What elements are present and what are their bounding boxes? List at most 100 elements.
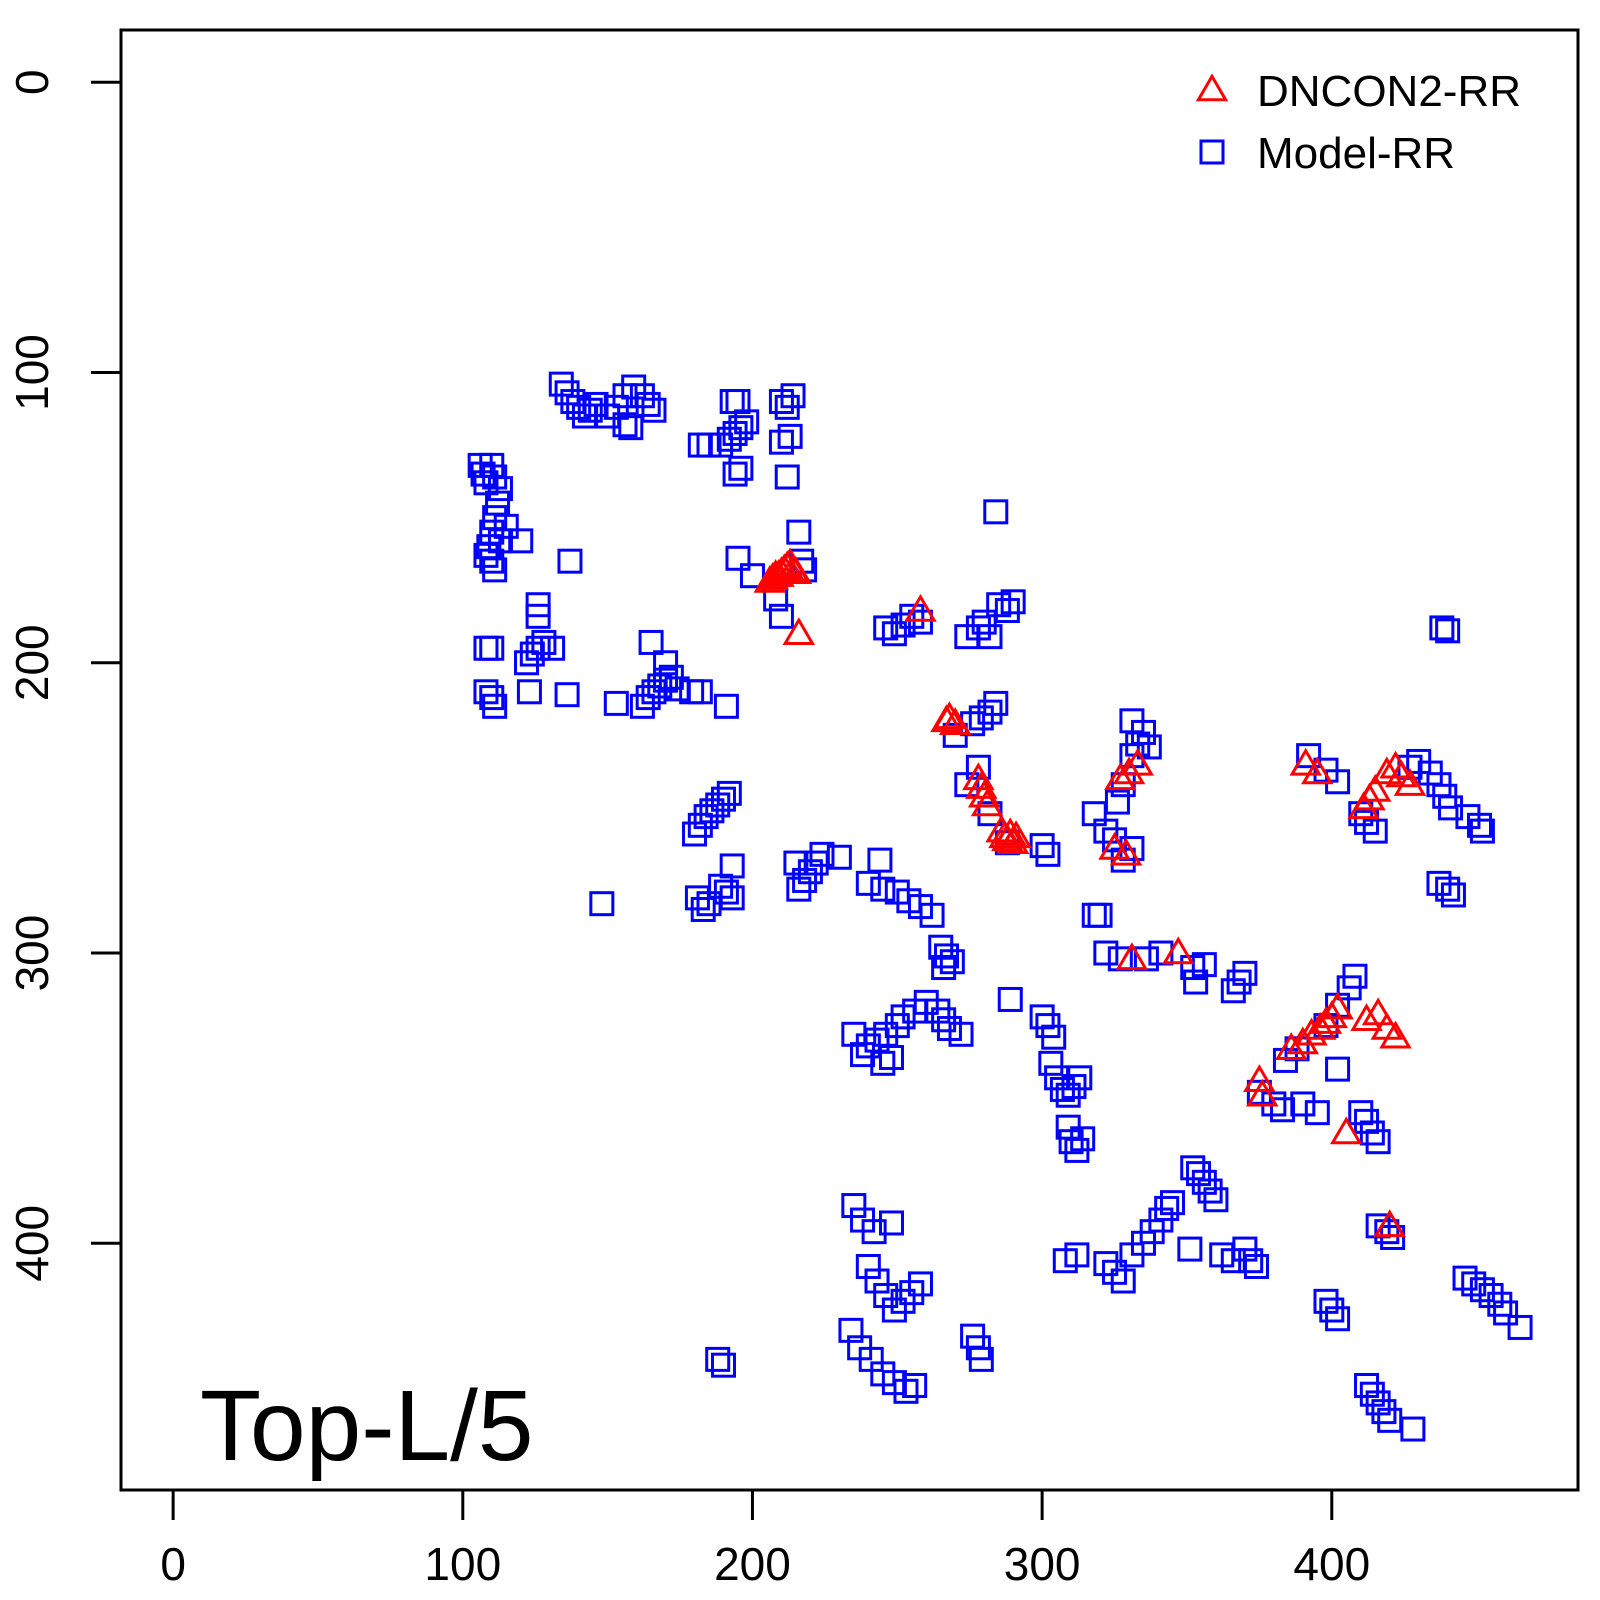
model-rr-point	[540, 635, 566, 661]
model-rr-point	[1362, 818, 1388, 844]
model-rr-point	[1467, 812, 1493, 838]
model-rr-point	[479, 685, 505, 711]
model-rr-point	[1354, 809, 1380, 835]
model-rr-point	[710, 786, 736, 812]
dncon2-rr-point	[1309, 1006, 1343, 1034]
dncon2-rr-point	[967, 779, 1001, 808]
model-rr-point	[687, 432, 713, 458]
model-rr-point	[1487, 1291, 1513, 1317]
model-rr-point	[531, 629, 557, 655]
model-rr-point	[690, 896, 716, 922]
model-rr-point	[1469, 1277, 1495, 1303]
model-rr-point	[1029, 1004, 1055, 1030]
dncon2-rr-point	[1112, 756, 1146, 785]
model-rr-point	[716, 780, 742, 806]
model-rr-point	[1159, 1190, 1185, 1216]
model-rr-point	[1400, 1416, 1426, 1442]
model-rr-point	[1478, 1283, 1504, 1309]
model-rr-point	[1238, 1248, 1264, 1274]
model-rr-point	[508, 528, 534, 554]
model-rr-point	[931, 1007, 957, 1033]
x-tick-label: 100	[424, 1538, 501, 1590]
plot-frame	[119, 28, 1580, 1492]
model-rr-point	[719, 853, 745, 879]
model-rr-point	[1435, 876, 1461, 902]
legend-dncon2-rr-label: DNCON2-RR	[1257, 67, 1521, 116]
model-rr-point	[1067, 1065, 1093, 1091]
model-rr-point	[861, 1219, 887, 1245]
x-tick-label: 200	[714, 1538, 791, 1590]
model-rr-point	[487, 476, 513, 502]
model-rr-point	[983, 690, 1009, 716]
chart-annotation: Top-L/5	[200, 1370, 534, 1482]
model-rr-point	[899, 603, 925, 629]
dncon2-rr-point	[970, 788, 1004, 817]
dncon2-rr-point	[1243, 1064, 1276, 1092]
dncon2-rr-point	[904, 593, 937, 622]
dncon2-rr-point	[1373, 1209, 1406, 1238]
model-rr-point	[838, 1317, 864, 1343]
dncon2-rr-point	[965, 770, 998, 799]
model-rr-point	[873, 1283, 899, 1309]
model-rr-point	[879, 1210, 905, 1236]
dncon2-rr-point	[1321, 991, 1354, 1020]
model-rr-point	[1191, 952, 1217, 978]
x-axis: 0 100 200 300 400	[160, 1488, 1370, 1590]
model-rr-point	[1035, 841, 1061, 867]
model-rr-point	[890, 1288, 916, 1314]
model-rr-point	[728, 415, 754, 441]
model-rr-point	[919, 902, 945, 928]
dncon2-rr-point	[938, 707, 972, 735]
model-rr-point	[1093, 1251, 1119, 1277]
dncon2-rr-point	[1246, 1078, 1279, 1107]
model-rr-point	[1365, 1129, 1391, 1155]
model-rr-point	[1183, 969, 1209, 995]
model-rr-point	[1371, 1399, 1397, 1425]
model-rr-point	[554, 682, 580, 708]
model-rr-point	[786, 519, 812, 545]
model-rr-point	[774, 464, 800, 490]
model-rr-point	[1061, 1074, 1087, 1100]
y-tick-label: 200	[6, 624, 58, 701]
model-rr-point	[603, 690, 629, 716]
model-rr-point	[954, 772, 980, 798]
model-rr-point	[1093, 818, 1119, 844]
model-rr-point	[1000, 589, 1026, 615]
model-rr-point	[487, 528, 513, 554]
model-rr-point	[557, 548, 583, 574]
model-rr-point	[1087, 902, 1113, 928]
model-rr-point	[1348, 1100, 1374, 1126]
dncon2-rr-point	[1286, 1026, 1320, 1055]
dncon2-rr-point	[782, 617, 816, 645]
model-rr-point	[1493, 1300, 1519, 1326]
model-rr-point	[1203, 1187, 1229, 1213]
model-rr-point	[968, 1346, 994, 1372]
model-rr-point	[725, 545, 751, 571]
model-rr-point	[1325, 1056, 1351, 1082]
model-rr-point	[719, 389, 745, 415]
model-rr-point	[881, 621, 907, 647]
model-rr-point	[931, 955, 957, 981]
model-rr-point	[1435, 618, 1461, 644]
model-rr-point	[1041, 1024, 1067, 1050]
model-rr-point	[855, 870, 881, 896]
model-rr-point	[768, 429, 794, 455]
model-rr-point	[710, 1352, 736, 1378]
model-rr-point	[1064, 1242, 1090, 1268]
model-rr-point	[1319, 1297, 1345, 1323]
dncon2-rr-point	[1379, 1020, 1412, 1049]
model-rr-point	[890, 612, 916, 638]
dncon2-rr-point	[933, 701, 966, 730]
model-rr-point	[841, 1193, 867, 1219]
model-rr-point	[713, 693, 739, 719]
model-rr-point	[948, 1021, 974, 1047]
model-rr-point	[734, 409, 760, 435]
dncon2-rr-point	[1350, 1003, 1383, 1032]
model-rr-point	[977, 699, 1003, 725]
model-rr-point	[768, 603, 794, 629]
model-rr-point	[850, 1042, 876, 1068]
model-rr-point	[1038, 1050, 1064, 1076]
model-rr-point	[525, 603, 551, 629]
model-rr-point	[873, 615, 899, 641]
model-rr-point	[1296, 743, 1322, 769]
